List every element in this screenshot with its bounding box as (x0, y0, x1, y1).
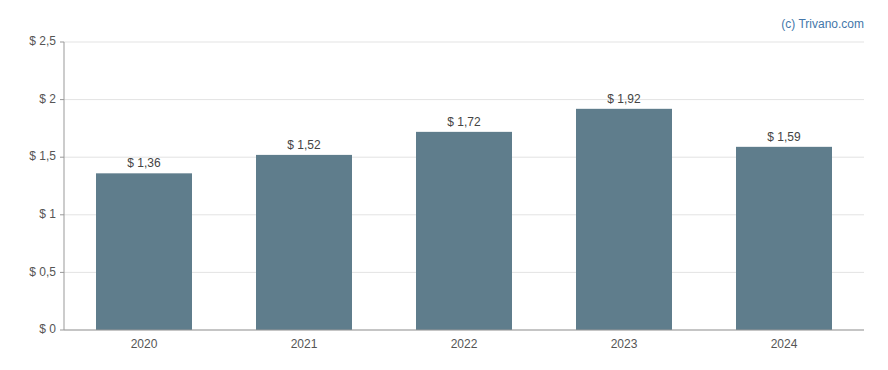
bar (96, 173, 192, 330)
data-label: $ 1,92 (607, 92, 641, 106)
x-tick-label: 2022 (451, 337, 478, 351)
watermark: (c) Trivano.com (781, 17, 864, 31)
y-tick-label: $ 2,5 (29, 34, 56, 48)
bar (416, 132, 512, 330)
y-tick-label: $ 2 (39, 92, 56, 106)
bar (256, 155, 352, 330)
x-axis: 2020 2021 2022 2023 2024 (64, 330, 864, 351)
y-tick (60, 42, 64, 43)
y-axis-line (64, 42, 65, 330)
y-tick (60, 99, 64, 100)
data-label: $ 1,59 (767, 130, 801, 144)
bar (576, 109, 672, 330)
y-tick-label: $ 1 (39, 207, 56, 221)
y-grid (64, 42, 864, 330)
grid-line (64, 330, 864, 331)
data-labels: $ 1,36 $ 1,52 $ 1,72 $ 1,92 $ 1,59 (127, 92, 801, 171)
y-tick-label: $ 1,5 (29, 149, 56, 163)
page: {"chart_data": {"type": "bar", "categori… (0, 0, 888, 370)
bars (96, 109, 832, 330)
x-tick-label: 2021 (291, 337, 318, 351)
y-axis: $ 0 $ 0,5 $ 1 $ 1,5 $ 2 $ 2,5 (29, 34, 64, 336)
chart-svg: $ 0$ 0,5$ 1$ 1,5$ 2$ 2,5$ 1,36$ 1,52$ 1,… (0, 0, 888, 370)
y-tick (60, 272, 64, 273)
data-label: $ 1,36 (127, 156, 161, 170)
data-label: $ 1,52 (287, 138, 321, 152)
x-tick-label: 2023 (611, 337, 638, 351)
y-tick (60, 157, 64, 158)
data-label: $ 1,72 (447, 115, 481, 129)
y-tick-label: $ 0 (39, 322, 56, 336)
x-axis-line (64, 330, 864, 331)
grid-line (64, 42, 864, 43)
x-tick-label: 2020 (131, 337, 158, 351)
chart-container: $ 0$ 0,5$ 1$ 1,5$ 2$ 2,5$ 1,36$ 1,52$ 1,… (0, 0, 888, 370)
y-tick (60, 214, 64, 215)
bar (736, 147, 832, 330)
y-tick (60, 330, 64, 331)
grid-line (64, 99, 864, 100)
x-tick-label: 2024 (771, 337, 798, 351)
y-tick-label: $ 0,5 (29, 265, 56, 279)
